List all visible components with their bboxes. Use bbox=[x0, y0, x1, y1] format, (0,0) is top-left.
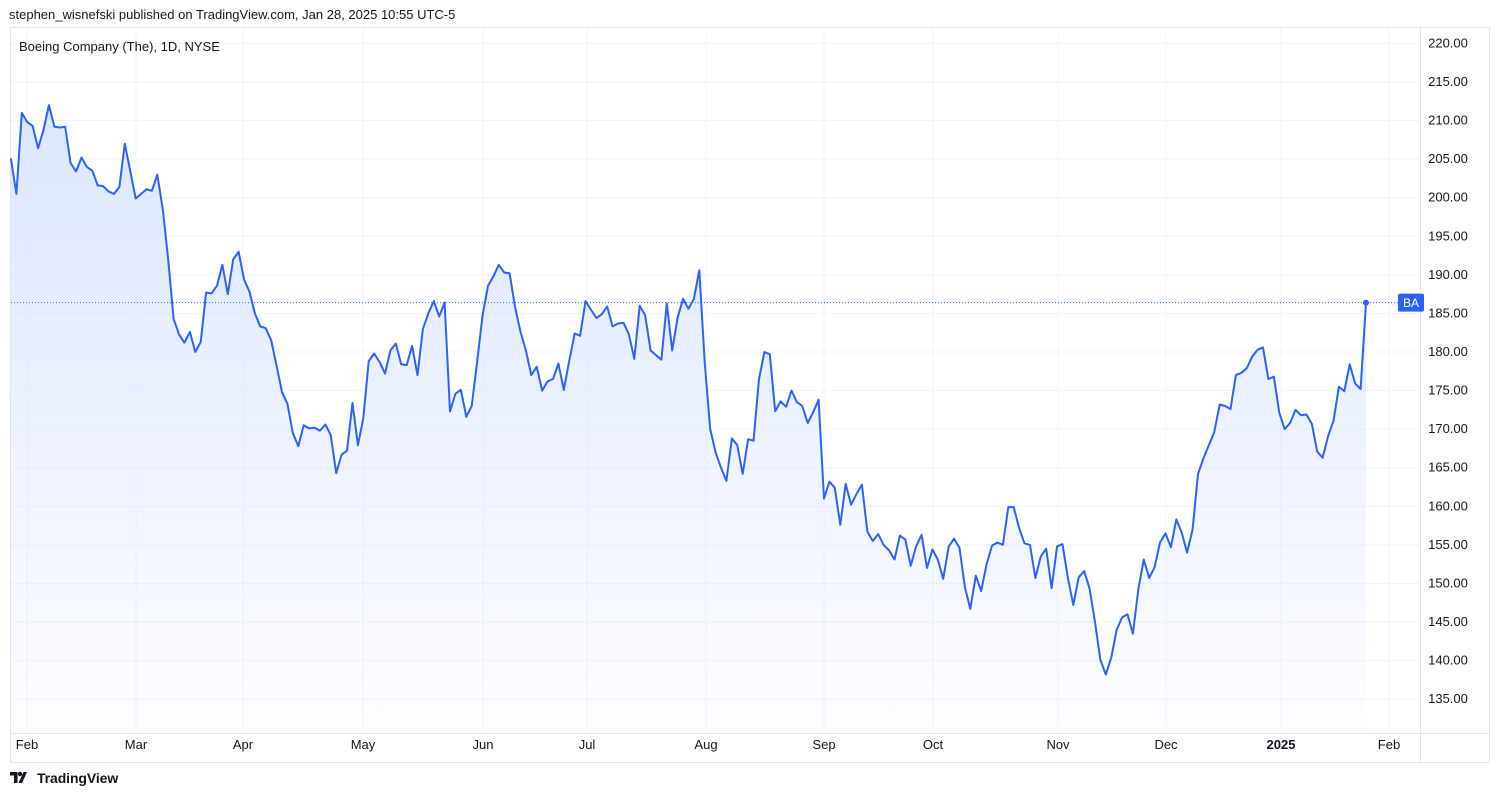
area-layer bbox=[11, 105, 1366, 731]
y-tick-label: 170.00 bbox=[1428, 421, 1468, 436]
y-tick-label: 195.00 bbox=[1428, 228, 1468, 243]
price-line bbox=[10, 104, 1367, 676]
y-tick-label: 150.00 bbox=[1428, 575, 1468, 590]
y-tick-label: 220.00 bbox=[1428, 35, 1468, 50]
x-tick-label: Aug bbox=[694, 737, 717, 752]
x-tick-label: Jun bbox=[473, 737, 494, 752]
x-tick-label: Dec bbox=[1154, 737, 1178, 752]
chart-title: Boeing Company (The), 1D, NYSE bbox=[19, 39, 220, 54]
x-tick-label: Feb bbox=[1378, 737, 1400, 752]
y-tick-label: 135.00 bbox=[1428, 691, 1468, 706]
tradingview-wordmark: TradingView bbox=[37, 770, 119, 786]
x-tick-label: Oct bbox=[923, 737, 944, 752]
last-price-dot bbox=[1363, 299, 1369, 306]
y-tick-label: 180.00 bbox=[1428, 344, 1468, 359]
line-layer bbox=[10, 104, 1367, 676]
y-tick-label: 175.00 bbox=[1428, 383, 1468, 398]
symbol-badge-label: BA bbox=[1403, 296, 1419, 310]
y-tick-label: 145.00 bbox=[1428, 614, 1468, 629]
y-tick-label: 200.00 bbox=[1428, 190, 1468, 205]
y-tick-label: 160.00 bbox=[1428, 498, 1468, 513]
x-tick-label: May bbox=[351, 737, 376, 752]
chart-frame bbox=[10, 27, 1490, 763]
y-tick-label: 210.00 bbox=[1428, 113, 1468, 128]
x-tick-label: Apr bbox=[233, 737, 254, 752]
y-tick-label: 185.00 bbox=[1428, 305, 1468, 320]
y-tick-label: 190.00 bbox=[1428, 267, 1468, 282]
axis-layer: 220.00 215.00 210.00 205.00 200.00 195.00 190.… bbox=[16, 35, 1468, 752]
y-tick-label: 215.00 bbox=[1428, 74, 1468, 89]
x-tick-label: Nov bbox=[1046, 737, 1070, 752]
publisher-line: stephen_wisnefski published on TradingVi… bbox=[9, 7, 456, 22]
y-tick-label: 205.00 bbox=[1428, 151, 1468, 166]
x-tick-label: Feb bbox=[16, 737, 38, 752]
price-area bbox=[11, 105, 1366, 731]
x-tick-label: 2025 bbox=[1267, 737, 1296, 752]
y-tick-label: 155.00 bbox=[1428, 537, 1468, 552]
y-tick-label: 140.00 bbox=[1428, 653, 1468, 668]
x-tick-label: Sep bbox=[812, 737, 835, 752]
x-tick-label: Jul bbox=[579, 737, 596, 752]
symbol-badge bbox=[1398, 293, 1424, 312]
x-tick-label: Mar bbox=[125, 737, 148, 752]
footer-brand[interactable]: TradingView bbox=[10, 770, 118, 786]
y-tick-label: 165.00 bbox=[1428, 460, 1468, 475]
marker-layer: BA bbox=[11, 293, 1424, 312]
tradingview-logo-icon bbox=[10, 771, 27, 783]
